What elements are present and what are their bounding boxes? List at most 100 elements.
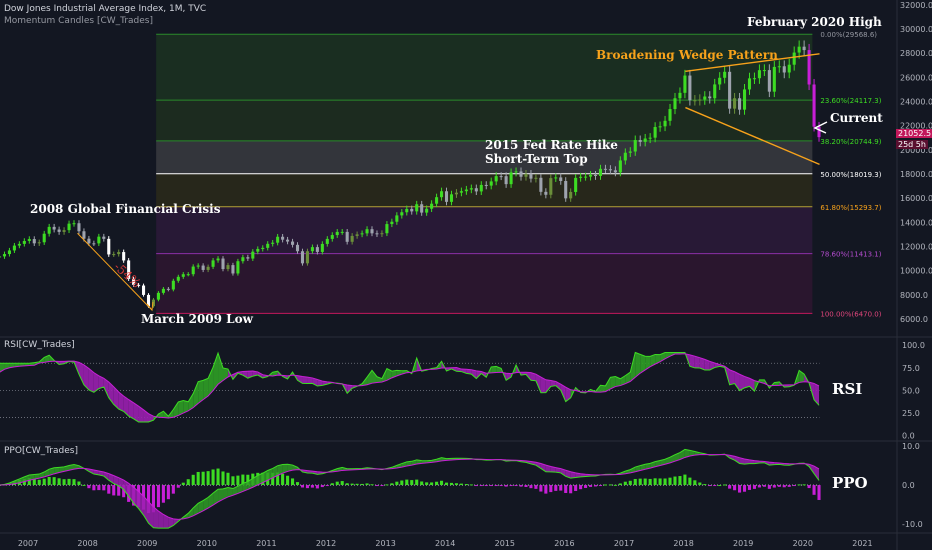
rsi-fill	[242, 371, 248, 379]
candle	[564, 180, 568, 199]
rsi-fill	[749, 378, 755, 392]
candle	[653, 127, 657, 138]
candle	[380, 233, 384, 235]
candle	[752, 78, 756, 80]
year-tick-label: 2013	[375, 539, 395, 548]
ppo-histogram-bar	[757, 485, 761, 488]
ppo-histogram-bar	[415, 479, 419, 486]
ppo-tick-label: 0.0	[902, 481, 915, 490]
ppo-fill	[163, 514, 169, 529]
drop-arrow-line	[77, 232, 153, 311]
price-tick-label: 10000.0	[900, 267, 932, 276]
ppo-histogram-bar	[435, 481, 439, 486]
ppo-histogram-bar	[97, 485, 101, 491]
candle	[137, 284, 141, 286]
rsi-fill	[78, 362, 84, 385]
ppo-histogram-bar	[420, 481, 424, 486]
ppo-fill	[674, 452, 680, 462]
ppo-fill	[287, 464, 293, 472]
rsi-fill	[118, 392, 124, 412]
ppo-histogram-bar	[191, 474, 195, 486]
candle	[444, 191, 449, 202]
ppo-fill	[128, 483, 134, 504]
candle	[166, 288, 170, 290]
candle	[405, 208, 409, 213]
candle	[12, 245, 16, 251]
fib-level-label: 100.00%(6470.0)	[820, 310, 881, 318]
fed-hike-annotation: 2015 Fed Rate Hike	[485, 138, 618, 152]
ppo-histogram-bar	[246, 474, 250, 486]
candle	[529, 173, 533, 179]
candle	[335, 231, 339, 236]
candle	[117, 252, 121, 255]
candle	[395, 215, 399, 222]
candle	[330, 235, 334, 239]
ppo-histogram-bar	[181, 482, 185, 486]
ppo-signal-line	[0, 453, 820, 520]
fib-level-label: 61.80%(15293.7)	[820, 204, 881, 212]
candle	[618, 160, 622, 173]
candle	[638, 140, 642, 142]
candle	[17, 243, 21, 246]
ppo-histogram-bar	[295, 482, 300, 486]
rsi-fill	[689, 354, 695, 368]
ppo-histogram-bar	[603, 484, 607, 486]
rsi-fill	[615, 376, 621, 387]
candle	[663, 120, 667, 127]
ppo-histogram-bar	[67, 478, 71, 486]
candle	[390, 221, 394, 225]
ppo-histogram-bar	[777, 485, 781, 487]
ppo-panel-title: PPO[CW_Trades]	[4, 446, 78, 456]
ppo-histogram-bar	[598, 485, 603, 487]
ppo-histogram-bar	[693, 480, 697, 486]
ppo-histogram-bar	[628, 480, 632, 486]
ppo-fill	[640, 464, 646, 471]
rsi-fill	[178, 400, 184, 416]
candle	[420, 204, 424, 213]
candle	[713, 84, 717, 99]
candle	[32, 239, 36, 244]
candle	[340, 231, 344, 233]
candle	[489, 181, 493, 186]
ppo-histogram-bar	[395, 481, 399, 486]
ppo-histogram-bar	[742, 485, 747, 492]
rsi-fill	[133, 402, 139, 422]
candle	[196, 265, 200, 267]
ppo-histogram-bar	[231, 476, 235, 486]
candle	[2, 254, 7, 257]
year-tick-label: 2014	[435, 539, 455, 548]
candle	[574, 177, 578, 192]
candle	[216, 258, 220, 261]
ppo-histogram-bar	[574, 485, 578, 491]
candle	[156, 292, 160, 300]
candle	[7, 250, 11, 255]
rsi-tick-label: 25.0	[902, 409, 920, 418]
ppo-fill	[694, 451, 700, 456]
candle	[305, 251, 309, 264]
last-price-tag: 21052.5	[896, 129, 932, 138]
ppo-histogram-bar	[703, 484, 707, 486]
ppo-fill	[734, 456, 740, 464]
ppo-fill	[203, 497, 209, 511]
candle	[176, 276, 180, 281]
ppo-histogram-bar	[27, 478, 31, 486]
price-tick-label: 14000.0	[900, 218, 932, 227]
rsi-fill	[729, 369, 735, 385]
year-tick-label: 2020	[793, 539, 813, 548]
fib-zone	[156, 34, 813, 101]
ppo-histogram-bar	[360, 483, 364, 486]
ppo-histogram-bar	[405, 479, 409, 486]
candle	[459, 191, 463, 193]
ppo-histogram-bar	[196, 471, 200, 486]
candle	[474, 188, 478, 192]
rsi-fill	[665, 352, 671, 359]
rsi-fill	[506, 373, 512, 381]
ppo-histogram-bar	[797, 484, 801, 486]
ppo-histogram-bar	[817, 485, 821, 500]
ppo-histogram-bar	[782, 485, 786, 488]
candle	[440, 191, 444, 198]
rsi-fill	[158, 411, 164, 418]
rsi-fill	[103, 378, 109, 398]
ppo-fill	[555, 467, 561, 473]
